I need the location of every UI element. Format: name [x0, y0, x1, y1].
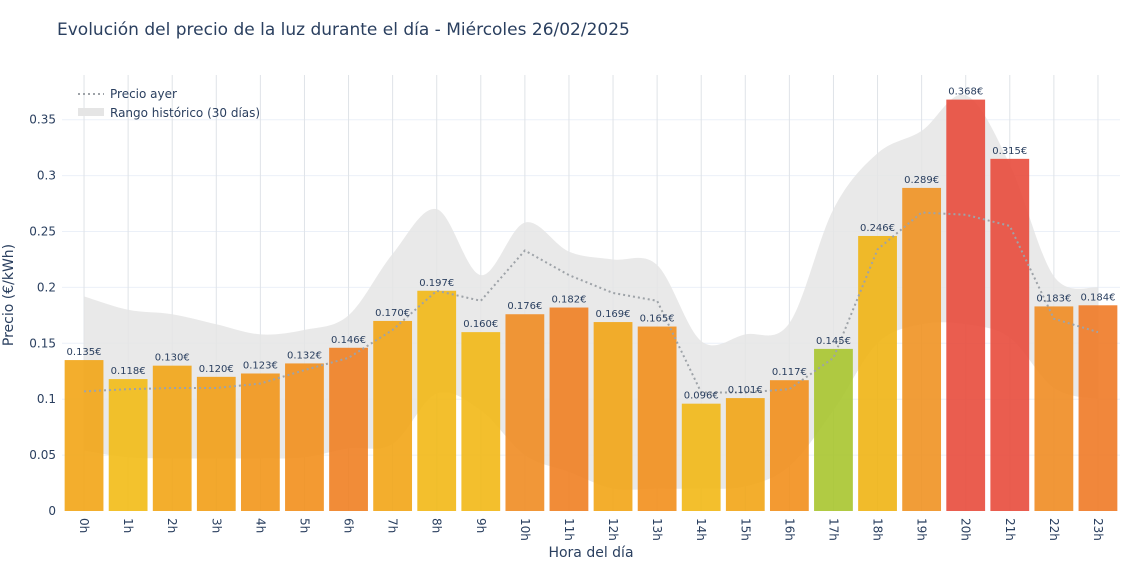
x-tick-label: 10h — [518, 518, 532, 541]
price-bar — [108, 379, 148, 511]
bar-value-label: 0.368€ — [948, 87, 983, 98]
x-tick-label: 15h — [738, 518, 752, 541]
x-tick-label: 19h — [915, 518, 929, 541]
y-tick-label: 0 — [48, 504, 56, 518]
price-bar — [858, 235, 897, 511]
y-tick-label: 0.25 — [29, 225, 56, 239]
x-tick-label: 14h — [694, 518, 708, 541]
y-tick-label: 0.1 — [37, 392, 56, 406]
price-bar — [285, 363, 324, 511]
price-bar — [64, 360, 104, 511]
price-bar — [637, 326, 677, 511]
bar-value-label: 0.117€ — [772, 367, 807, 378]
x-tick-label: 9h — [474, 518, 488, 533]
bar-value-label: 0.289€ — [904, 175, 939, 186]
price-bar — [505, 314, 545, 511]
price-bar — [549, 307, 589, 511]
bar-value-label: 0.130€ — [155, 353, 190, 364]
bar-value-label: 0.132€ — [287, 350, 322, 361]
bar-value-label: 0.096€ — [684, 391, 719, 402]
bar-value-label: 0.169€ — [596, 309, 631, 320]
historic-range-band — [84, 94, 1098, 490]
price-bar — [1078, 305, 1118, 511]
bar-value-label: 0.165€ — [640, 314, 675, 325]
price-bar — [240, 373, 280, 511]
price-bar — [990, 158, 1030, 511]
legend-layer: Precio ayer Rango histórico (30 días) — [78, 87, 260, 120]
chart-title: Evolución del precio de la luz durante e… — [57, 20, 630, 40]
x-tick-label: 0h — [77, 518, 91, 533]
bar-value-label: 0.146€ — [331, 335, 366, 346]
band-layer — [84, 94, 1098, 490]
x-tick-label: 17h — [826, 518, 840, 541]
price-bar — [902, 187, 942, 511]
x-tick-label: 16h — [782, 518, 796, 541]
price-bar — [329, 347, 368, 511]
x-tick-label: 13h — [650, 518, 664, 541]
price-bar — [196, 376, 236, 511]
legend-rango-historico: Rango histórico (30 días) — [110, 106, 260, 120]
x-tick-label: 20h — [959, 518, 973, 541]
bar-value-label: 0.246€ — [860, 223, 895, 234]
x-tick-label: 23h — [1091, 518, 1105, 541]
bar-value-label: 0.183€ — [1036, 293, 1071, 304]
axis-layer: 0 0.05 0.1 0.15 0.2 0.25 0.3 0.35 0h 1h 2h 3h 4h 5h 6h… — [29, 113, 1105, 541]
x-tick-label: 4h — [253, 518, 267, 533]
price-bar — [725, 398, 765, 511]
price-bar — [373, 320, 413, 511]
label-layer: 0.135€ 0.118€ 0.130€ 0.120€ 0.123€ 0.132€ 0.14… — [67, 87, 1116, 402]
bar-value-label: 0.145€ — [816, 336, 851, 347]
x-tick-label: 3h — [209, 518, 223, 533]
price-bar — [593, 322, 633, 511]
legend-band-swatch — [78, 108, 104, 116]
y-tick-label: 0.2 — [37, 280, 56, 294]
bar-layer — [64, 99, 1118, 511]
bar-value-label: 0.176€ — [507, 301, 542, 312]
x-tick-label: 22h — [1047, 518, 1061, 541]
price-bar — [417, 290, 457, 511]
x-tick-label: 8h — [430, 518, 444, 533]
y-axis-title: Precio (€/kWh) — [1, 244, 17, 346]
x-tick-label: 1h — [121, 518, 135, 533]
x-tick-label: 7h — [386, 518, 400, 533]
y-tick-label: 0.3 — [37, 169, 56, 183]
x-tick-label: 11h — [562, 518, 576, 541]
x-tick-label: 21h — [1003, 518, 1017, 541]
bar-value-label: 0.160€ — [463, 319, 498, 330]
yesterday-price-line — [83, 211, 1099, 394]
bar-value-label: 0.197€ — [419, 278, 454, 289]
x-tick-label: 18h — [871, 518, 885, 541]
price-bar — [152, 365, 192, 511]
y-tick-label: 0.05 — [29, 448, 56, 462]
bar-value-label: 0.101€ — [728, 385, 763, 396]
x-tick-label: 6h — [342, 518, 356, 533]
bar-value-label: 0.120€ — [199, 364, 234, 375]
price-bar — [769, 380, 809, 511]
x-tick-label: 2h — [165, 518, 179, 533]
y-tick-label: 0.15 — [29, 336, 56, 350]
bar-value-label: 0.182€ — [551, 295, 586, 306]
price-bar — [946, 99, 986, 511]
line-layer — [83, 211, 1099, 394]
bar-value-label: 0.315€ — [992, 146, 1027, 157]
x-tick-label: 5h — [297, 518, 311, 533]
price-bar — [1034, 306, 1074, 511]
y-tick-label: 0.35 — [29, 113, 56, 127]
bar-value-label: 0.135€ — [67, 347, 102, 358]
bar-value-label: 0.184€ — [1080, 292, 1115, 303]
bar-value-label: 0.123€ — [243, 360, 278, 371]
legend-precio-ayer: Precio ayer — [110, 87, 177, 101]
price-bar — [681, 403, 721, 511]
x-tick-label: 12h — [606, 518, 620, 541]
bar-value-label: 0.170€ — [375, 308, 410, 319]
x-axis-title: Hora del día — [548, 545, 633, 561]
price-bar — [814, 348, 853, 511]
price-bar — [461, 332, 501, 511]
bar-value-label: 0.118€ — [111, 366, 146, 377]
